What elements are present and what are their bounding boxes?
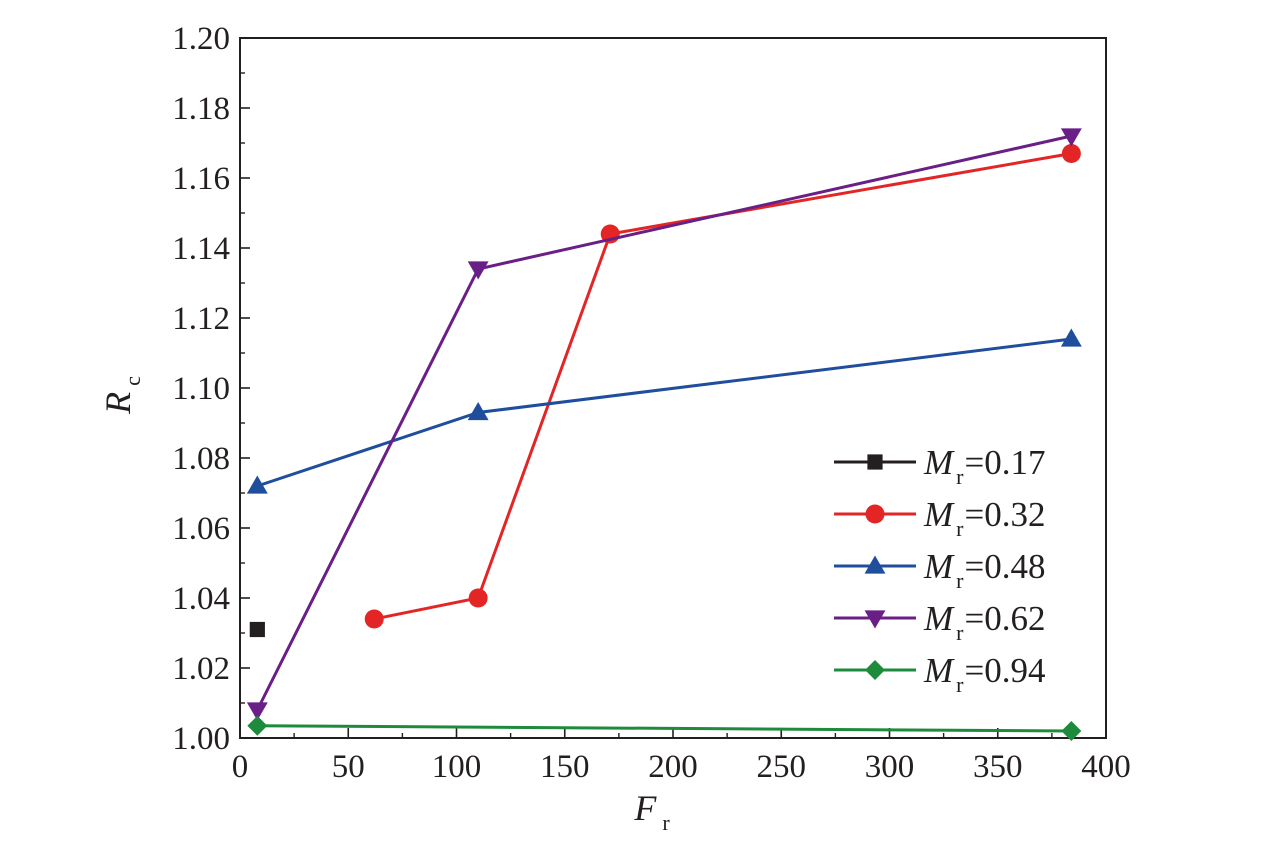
data-point — [246, 702, 268, 721]
y-axis-label-main: R — [98, 392, 138, 415]
x-tick-label: 50 — [332, 749, 365, 785]
series-4 — [247, 715, 1082, 741]
series-3 — [246, 128, 1082, 721]
legend-marker — [864, 555, 886, 574]
y-tick-label: 1.14 — [172, 231, 230, 267]
data-point — [1061, 721, 1082, 741]
x-tick-label: 200 — [648, 749, 698, 785]
legend-marker — [865, 504, 885, 524]
x-axis-label-main: F — [633, 788, 657, 828]
data-point — [468, 588, 488, 608]
x-tick-label: 100 — [432, 749, 482, 785]
data-point — [467, 261, 489, 280]
x-tick-label: 400 — [1081, 749, 1131, 785]
x-tick-label: 250 — [757, 749, 807, 785]
legend-marker — [865, 660, 885, 680]
legend-marker — [867, 454, 883, 470]
x-tick-label: 0 — [232, 749, 249, 785]
data-point — [364, 609, 384, 629]
y-tick-label: 1.06 — [172, 511, 230, 547]
series-2 — [246, 328, 1082, 494]
y-tick-label: 1.18 — [172, 91, 230, 127]
data-point — [246, 475, 268, 494]
series-0 — [249, 621, 265, 638]
legend-marker — [864, 610, 886, 629]
axes-group: 0 50 100 150 200 250 300 350 400 1.00 1.02 1.04 1.06… — [172, 21, 1131, 785]
x-tick-label: 150 — [540, 749, 590, 785]
data-point — [249, 621, 265, 638]
data-point — [1060, 128, 1082, 147]
data-point — [247, 715, 268, 736]
data-point — [1060, 328, 1082, 347]
series-group — [246, 128, 1082, 741]
data-point — [467, 402, 489, 421]
y-tick-label: 1.10 — [172, 371, 230, 407]
y-tick-label: 1.04 — [172, 581, 230, 617]
data-point — [1061, 144, 1081, 163]
y-tick-label: 1.02 — [172, 651, 230, 687]
y-tick-label: 1.08 — [172, 441, 230, 477]
y-tick-label: 1.16 — [172, 161, 230, 197]
x-tick-label: 350 — [973, 749, 1023, 785]
series-line — [373, 152, 1072, 621]
series-line — [257, 724, 1072, 733]
x-axis-label-sub: r — [662, 810, 670, 835]
y-tick-label: 1.12 — [172, 301, 230, 337]
y-tick-label: 1.20 — [172, 21, 230, 57]
y-axis-label: Rc — [98, 376, 145, 415]
y-tick-label: 1.00 — [172, 721, 230, 757]
series-1 — [364, 144, 1081, 629]
x-tick-label: 300 — [865, 749, 915, 785]
y-axis-label-sub: c — [120, 376, 145, 386]
